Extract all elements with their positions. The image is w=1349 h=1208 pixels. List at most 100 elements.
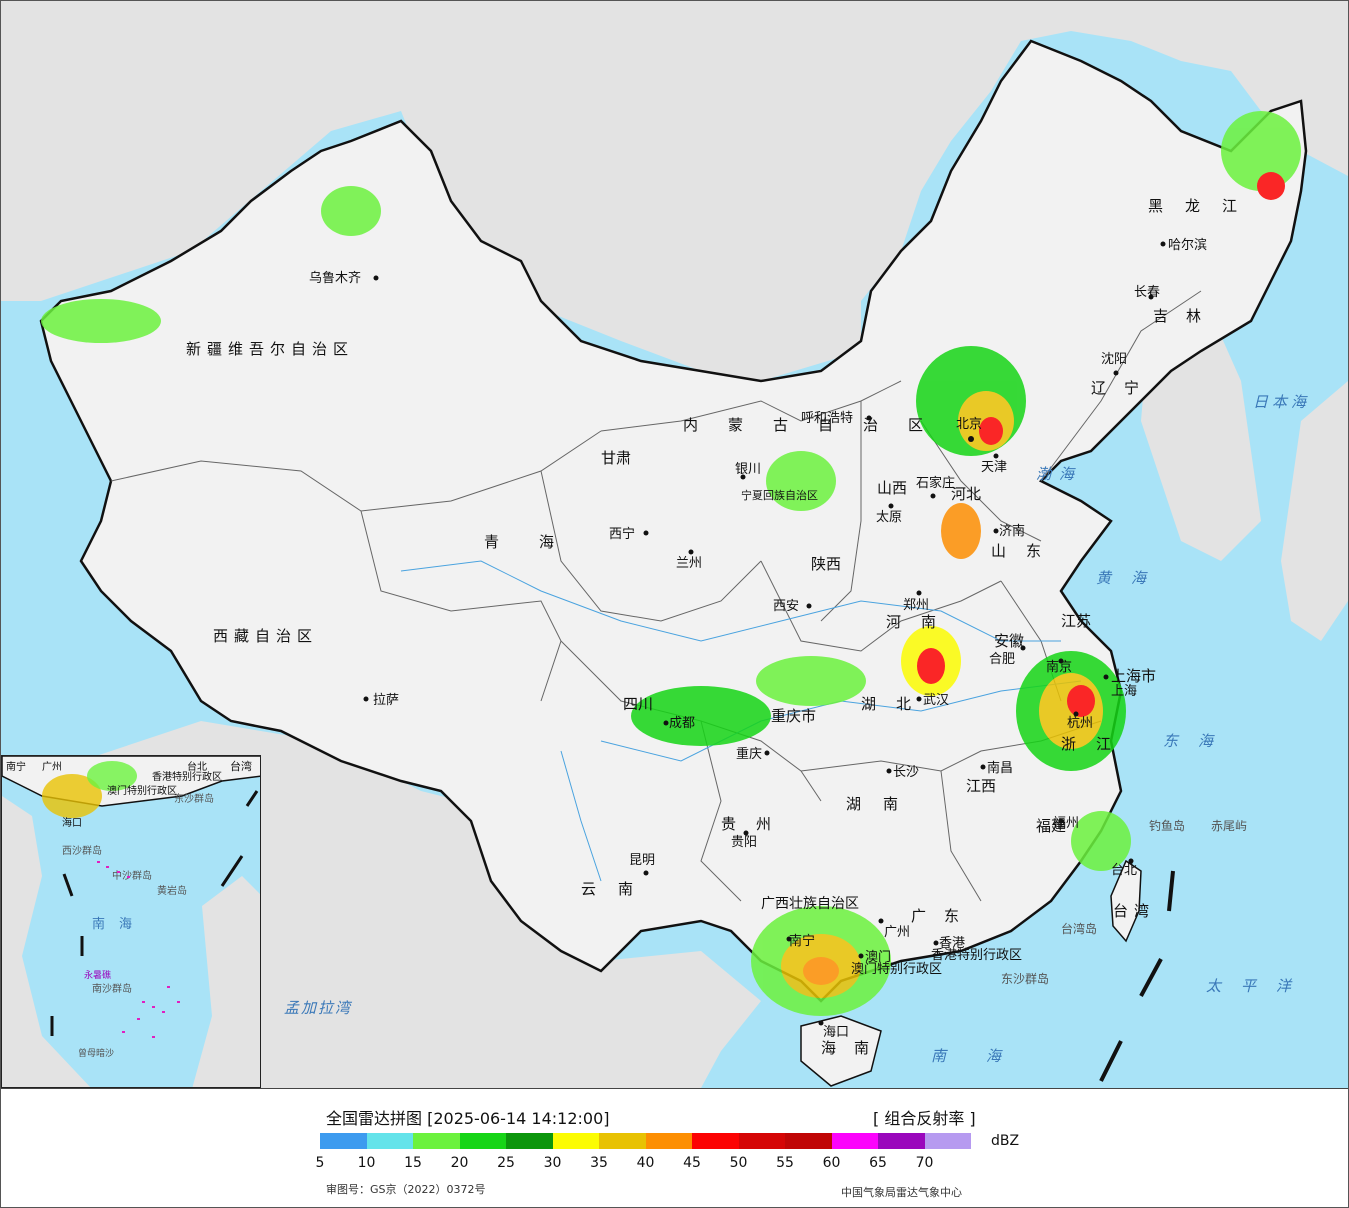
colorbar-tick-label: 30 (543, 1155, 562, 1171)
colorbar-tick-label: 70 (915, 1155, 934, 1171)
province-label: 山西 (877, 479, 907, 497)
inset-label: 南沙群岛 (92, 982, 132, 995)
colorbar-swatch (831, 1133, 878, 1149)
inset-label: 香港特别行政区 (152, 770, 222, 783)
foreign-land (1281, 381, 1348, 641)
city-label: 海口 (823, 1025, 849, 1040)
colorbar-tick-label: 40 (636, 1155, 655, 1171)
province-label: 新疆维吾尔自治区 (186, 340, 354, 358)
province-label: 福建 (1036, 817, 1066, 835)
city-label: 沈阳 (1101, 352, 1127, 367)
legend-title: 全国雷达拼图 [2025-06-14 14:12:00] (326, 1109, 610, 1128)
dbz-colorbar (320, 1133, 971, 1149)
sea-label: 东海 (1163, 732, 1233, 750)
inset-label: 东沙群岛 (174, 792, 214, 805)
colorbar-swatch (413, 1133, 460, 1149)
colorbar-swatch (878, 1133, 925, 1149)
sea-label: 南海 (931, 1047, 1041, 1065)
city-label: 上海 (1111, 684, 1137, 699)
colorbar-tick-label: 55 (776, 1155, 794, 1171)
city-label: 广州 (884, 925, 910, 940)
city-label: 南宁 (789, 933, 815, 949)
colorbar-swatch (599, 1133, 646, 1149)
inset-foreign-land (192, 876, 260, 1087)
colorbar-tick-label: 35 (590, 1155, 608, 1171)
inset-label: 南宁 (6, 760, 26, 773)
province-label: 湖南 (846, 795, 920, 813)
inset-label: 澳门特别行政区 (107, 784, 177, 797)
city-label: 济南 (999, 523, 1025, 539)
province-label: 广西壮族自治区 (761, 896, 859, 912)
inset-label: 永暑礁 (84, 969, 111, 981)
inset-label: 台北 (187, 760, 207, 773)
maritime-boundary (1099, 870, 1175, 1082)
radar-echoes (41, 111, 1301, 1016)
colorbar-tick-label: 15 (404, 1155, 422, 1171)
colorbar-swatch (924, 1133, 971, 1149)
city-labels: 乌鲁木齐 拉萨 西宁 兰州 银川 呼和浩特 太原 石家庄 北京 天津 济南 郑州… (309, 237, 1207, 1040)
inset-label: 南海 (92, 916, 146, 932)
province-label: 辽宁 (1091, 379, 1157, 397)
province-label: 广东 (911, 907, 977, 925)
city-label: 石家庄 (916, 475, 955, 491)
colorbar-tick-label: 60 (822, 1155, 841, 1171)
colorbar-tick-label: 50 (729, 1155, 748, 1171)
city-label: 呼和浩特 (801, 411, 853, 426)
province-label: 青海 (484, 533, 594, 551)
inset-label: 曾母暗沙 (78, 1047, 114, 1059)
city-label: 合肥 (989, 652, 1015, 667)
city-label: 福州 (1053, 816, 1079, 831)
province-label: 江西 (966, 777, 996, 795)
city-label: 贵阳 (731, 835, 757, 850)
inset-maritime-boundary (50, 790, 259, 1036)
island-label: 赤尾屿 (1211, 819, 1247, 833)
city-label: 太原 (876, 510, 902, 525)
city-label: 西宁 (609, 526, 635, 542)
province-label: 江苏 (1061, 612, 1091, 630)
province-label: 香港特别行政区 (931, 948, 1022, 963)
city-label: 重庆 (736, 746, 762, 762)
province-label: 内蒙古自治区 (683, 416, 953, 434)
province-label: 重庆市 (771, 707, 816, 725)
province-label: 浙江 (1061, 735, 1131, 753)
city-label: 兰州 (676, 556, 702, 571)
province-label: 澳门特别行政区 (851, 961, 942, 977)
province-labels: 新疆维吾尔自治区 西藏自治区 青海 甘肃 内蒙古自治区 黑龙江 吉林 辽宁 河北… (186, 197, 1237, 1057)
sea-label: 渤海 (1036, 465, 1082, 483)
province-label: 上海市 (1111, 667, 1156, 685)
legend-panel: 全国雷达拼图 [2025-06-14 14:12:00] [ 组合反射率 ] d… (1, 1088, 1348, 1207)
foreign-land (1, 1, 1348, 381)
island-label: 钓鱼岛 (1149, 818, 1185, 833)
city-label: 天津 (981, 460, 1007, 475)
colorbar-swatch (692, 1133, 739, 1149)
colorbar-ticks: 5 10 15 20 25 30 35 40 45 50 55 60 65 70 (316, 1155, 1020, 1175)
province-label: 贵州 (721, 815, 791, 833)
province-label: 安徽 (994, 632, 1024, 650)
colorbar-swatch (459, 1133, 506, 1149)
colorbar-swatch (552, 1133, 599, 1149)
city-label: 银川 (735, 462, 761, 477)
city-label: 郑州 (903, 598, 929, 613)
colorbar-tick-label: 5 (315, 1155, 325, 1171)
inset-islands (97, 861, 180, 1038)
city-label: 哈尔滨 (1168, 237, 1207, 253)
colorbar-tick-label: 20 (450, 1155, 469, 1171)
colorbar-swatch (738, 1133, 785, 1149)
city-label: 台北 (1111, 863, 1137, 878)
inset-label: 黄岩岛 (157, 884, 187, 897)
province-label: 海南 (821, 1039, 887, 1057)
island-label: 台湾岛 (1061, 921, 1097, 936)
sea-label: 黄海 (1096, 569, 1166, 587)
dbz-unit-label: dBZ (991, 1133, 1020, 1149)
agency-credit: 中国气象局雷达气象中心 (841, 1186, 962, 1199)
colorbar-tick-label: 65 (869, 1155, 887, 1171)
province-label: 陕西 (811, 555, 841, 573)
inset-label: 台湾 (230, 759, 252, 773)
city-label: 澳门 (865, 949, 891, 965)
sea-labels: 日本海 渤海 黄海 东海 太平洋 南海 孟加拉湾 (284, 393, 1306, 1065)
city-label: 杭州 (1067, 716, 1093, 731)
city-label: 北京 (956, 417, 982, 432)
south-china-sea-inset: 台湾 香港特别行政区 澳门特别行政区 东沙群岛 西沙群岛 中沙群岛 黄岩岛 南海… (1, 755, 261, 1088)
province-label: 台湾 (1113, 902, 1155, 920)
